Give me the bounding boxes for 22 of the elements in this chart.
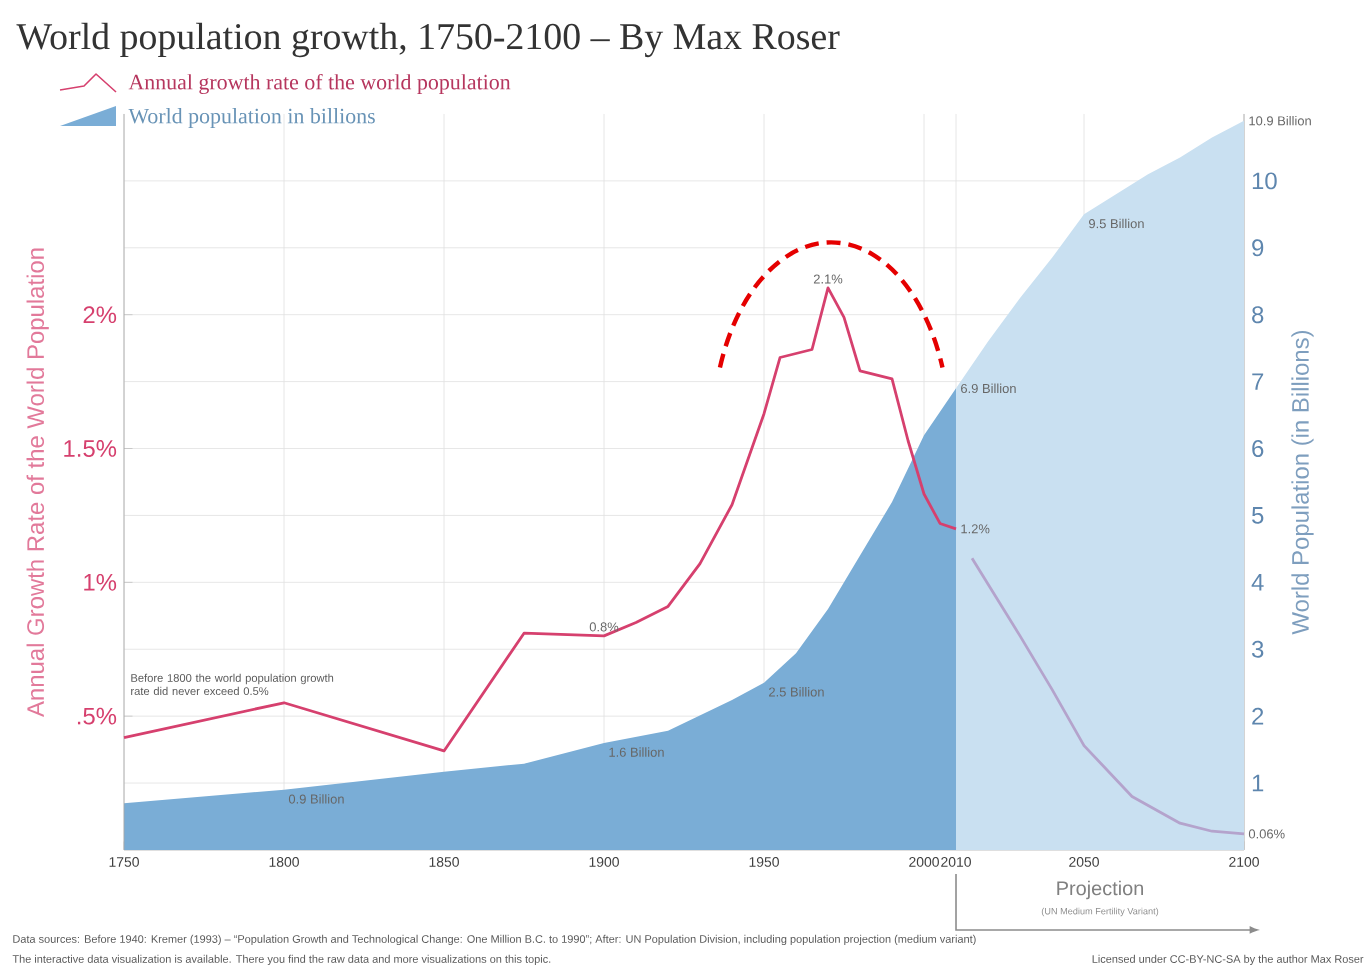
legend-label: Annual growth rate of the world population bbox=[128, 73, 511, 95]
text: Projection bbox=[1057, 880, 1143, 900]
legend-label: World population in billions bbox=[128, 108, 375, 128]
y2-tick-label: 6 bbox=[1252, 440, 1264, 457]
line-series bbox=[122, 286, 958, 753]
y2-tick-label: 8 bbox=[1252, 306, 1264, 324]
y-tick-label: 1.5% bbox=[64, 440, 117, 457]
chart-title: World population growth, 1750-2100 – By Max Roser bbox=[16, 22, 840, 58]
y2-tick-label: 5 bbox=[1252, 507, 1264, 524]
y-tick-label: .5% bbox=[77, 707, 117, 725]
y-axis-title: Annual Growth Rate of the World Population bbox=[26, 248, 49, 717]
line-series bbox=[970, 556, 1246, 836]
y2-tick-label: 4 bbox=[1251, 574, 1264, 591]
y2-axis-title: World Population (in Billions) bbox=[1291, 330, 1314, 635]
y2-tick-label: 3 bbox=[1251, 640, 1264, 658]
y2-tick-label: 2 bbox=[1252, 707, 1264, 725]
y2-tick-label: 10 bbox=[1252, 172, 1277, 190]
y2-tick-label: 7 bbox=[1252, 373, 1264, 390]
y-tick-label: 1% bbox=[84, 573, 117, 591]
y-tick-label: 2% bbox=[83, 306, 117, 324]
y2-tick-label: 9 bbox=[1252, 239, 1264, 257]
y2-tick-label: 1 bbox=[1252, 774, 1264, 792]
